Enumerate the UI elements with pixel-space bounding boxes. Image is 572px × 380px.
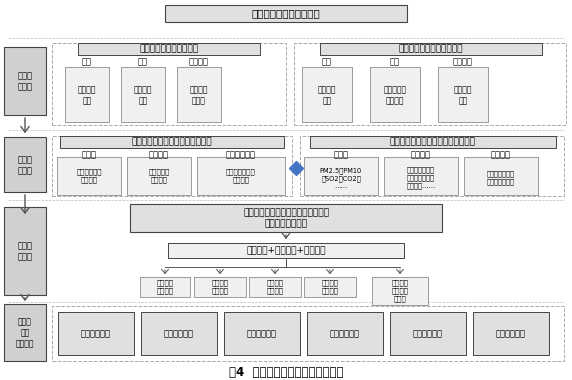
Bar	[177, 67, 221, 122]
Bar	[370, 67, 420, 122]
Text: 承载问
题诊断: 承载问 题诊断	[18, 71, 33, 91]
Bar	[194, 277, 246, 297]
Text: 产业用地
分散: 产业用地 分散	[318, 85, 336, 105]
Bar	[372, 277, 428, 305]
Bar	[52, 43, 286, 125]
Text: 用地规模、用地
结构、空间格局: 用地规模、用地 结构、空间格局	[487, 171, 515, 185]
Text: 村庄肌理
与景观风
貌保护: 村庄肌理 与景观风 貌保护	[391, 280, 408, 302]
Text: 产业清单目录: 产业清单目录	[413, 329, 443, 338]
Bar	[4, 137, 46, 192]
Bar	[224, 312, 300, 355]
Bar	[60, 136, 284, 148]
Bar	[304, 157, 378, 195]
Text: 指标阈
值测算: 指标阈 值测算	[18, 241, 33, 261]
Text: 建设用地: 建设用地	[491, 150, 511, 160]
Text: 产出预期+环境约束+农户意愿: 产出预期+环境约束+农户意愿	[247, 246, 325, 255]
Bar	[127, 157, 191, 195]
Text: 公共设施用地: 公共设施用地	[226, 150, 256, 160]
Bar	[307, 312, 383, 355]
Text: 承载内
涵界定: 承载内 涵界定	[18, 155, 33, 175]
Text: 产业: 产业	[82, 57, 92, 66]
Bar	[168, 243, 404, 258]
Text: 污染物: 污染物	[333, 150, 348, 160]
Text: 开发强度标准: 开发强度标准	[81, 329, 111, 338]
Text: 承载力
提升
村庄规划: 承载力 提升 村庄规划	[16, 318, 34, 348]
Bar	[4, 47, 46, 115]
Text: 生态环境: 生态环境	[411, 150, 431, 160]
Text: 产出目标、
地均产出: 产出目标、 地均产出	[148, 169, 170, 183]
Bar	[121, 67, 165, 122]
Bar	[384, 157, 458, 195]
Bar	[197, 157, 285, 195]
Bar	[302, 67, 352, 122]
Bar	[78, 43, 260, 55]
Text: 人均用地标准: 人均用地标准	[247, 329, 277, 338]
Text: 用地布局
散乱: 用地布局 散乱	[134, 85, 152, 105]
Text: 建设用地
格局管控: 建设用地 格局管控	[267, 280, 284, 294]
Text: 产业: 产业	[322, 57, 332, 66]
Text: 建设用地
集约利用: 建设用地 集约利用	[212, 280, 228, 294]
Text: 村域建设用地对人口、产业的承载: 村域建设用地对人口、产业的承载	[132, 138, 212, 147]
Text: 水土污染
严重: 水土污染 严重	[454, 85, 472, 105]
Text: 用地: 用地	[138, 57, 148, 66]
Bar	[300, 136, 564, 196]
Bar	[65, 67, 109, 122]
Bar	[57, 157, 121, 195]
Text: 公共设施: 公共设施	[453, 57, 473, 66]
Bar	[52, 306, 564, 361]
Text: 产业准入
正负清单: 产业准入 正负清单	[157, 280, 173, 294]
Text: 村域建设用地承载力测算: 村域建设用地承载力测算	[252, 8, 320, 19]
Bar	[320, 43, 542, 55]
Text: 产业用地: 产业用地	[149, 150, 169, 160]
Text: 开发强度大
利用粗放: 开发强度大 利用粗放	[383, 85, 407, 105]
Text: 基础公共
设施配套: 基础公共 设施配套	[321, 280, 339, 294]
Text: 景观格局标准: 景观格局标准	[330, 329, 360, 338]
Bar	[249, 277, 301, 297]
Bar	[4, 207, 46, 295]
Text: 村域生态环境对建设用地承载的约束: 村域生态环境对建设用地承载的约束	[390, 138, 476, 147]
Text: 人均宅基地、
人口规模: 人均宅基地、 人口规模	[76, 169, 102, 183]
Bar	[140, 277, 190, 297]
Bar	[165, 5, 407, 22]
Text: PM2.5、PM10
、SO2、CO2、
……: PM2.5、PM10 、SO2、CO2、 ……	[320, 167, 362, 189]
Bar	[310, 136, 556, 148]
Text: 地均产出标准: 地均产出标准	[164, 329, 194, 338]
Text: 人均设施用地、
人口规模: 人均设施用地、 人口规模	[226, 169, 256, 183]
Text: 公共设施: 公共设施	[189, 57, 209, 66]
Text: 村镇建设用地承载力关键限制性因素
阈值测度模型构建: 村镇建设用地承载力关键限制性因素 阈值测度模型构建	[243, 208, 329, 228]
Bar	[52, 136, 292, 196]
Bar	[294, 43, 566, 125]
Bar	[141, 312, 217, 355]
Bar	[58, 312, 134, 355]
Bar	[464, 157, 538, 195]
Text: 宅基地: 宅基地	[81, 150, 97, 160]
Text: 农产品主产区：江苏东台市: 农产品主产区：江苏东台市	[399, 44, 463, 54]
Bar	[390, 312, 466, 355]
Text: 基础设施
不健全: 基础设施 不健全	[190, 85, 208, 105]
Text: 产业结构
单一: 产业结构 单一	[78, 85, 96, 105]
Text: 图4  建设用地承载力测度理论框架: 图4 建设用地承载力测度理论框架	[229, 366, 343, 378]
Bar	[304, 277, 356, 297]
Bar	[473, 312, 549, 355]
Text: 生境质量、水土
保持、碳固存、
水源涵养……: 生境质量、水土 保持、碳固存、 水源涵养……	[406, 167, 436, 189]
Bar	[130, 204, 442, 232]
Bar	[438, 67, 488, 122]
Bar	[4, 304, 46, 361]
Text: 村庄设计标准: 村庄设计标准	[496, 329, 526, 338]
Text: 用地: 用地	[390, 57, 400, 66]
Text: 生态脆弱区：甘肃甘州区: 生态脆弱区：甘肃甘州区	[140, 44, 198, 54]
